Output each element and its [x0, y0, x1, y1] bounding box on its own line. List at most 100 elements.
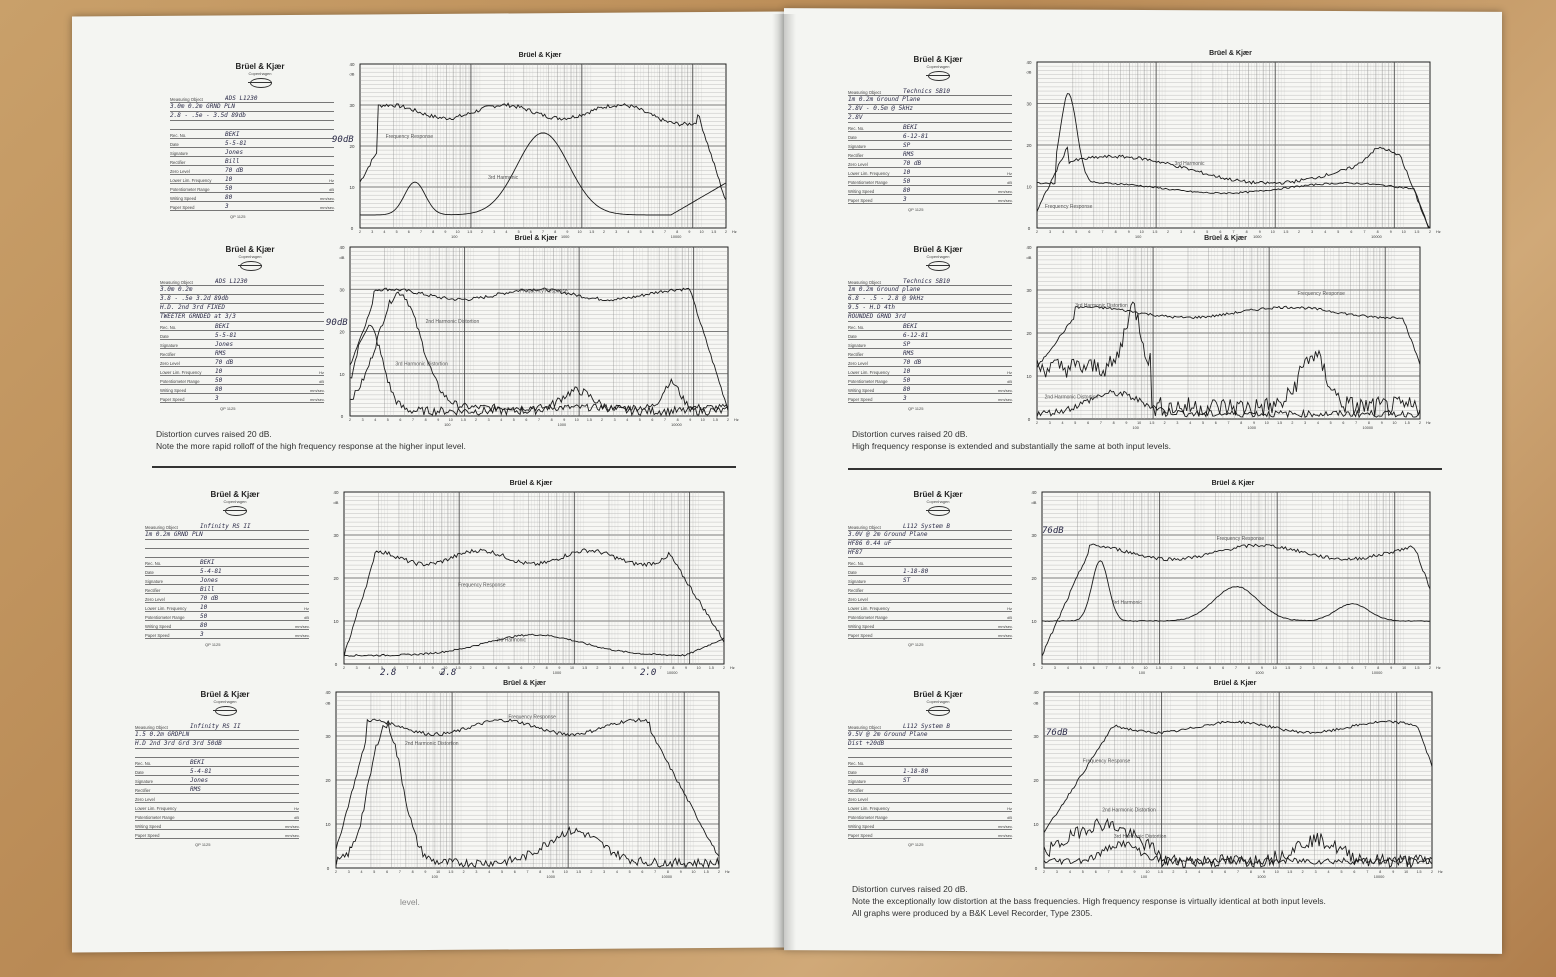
field-row-lower: Lower Lim. Frequency 10 Hz	[848, 367, 1012, 376]
response-chart-1: Brüel & Kjær 40 30 20 10 0 dB 2 3 4 5 6 7 8 9 10 1.5 2 3 4 5…	[346, 52, 736, 239]
chart-plot	[1036, 61, 1431, 229]
y-tick-label: 0	[327, 866, 330, 871]
x-tick-label: 5	[1340, 870, 1342, 874]
x-tick-label: 5	[387, 418, 389, 422]
curve-label: 2nd Harmonic Distortion	[405, 741, 459, 747]
field-value-pot: 50	[215, 377, 223, 384]
x-decade-label: 100	[439, 671, 445, 675]
field-unit-writing: mm/sec.	[998, 388, 1014, 393]
x-tick-label: 2	[1170, 666, 1172, 670]
x-tick-label: 3	[614, 418, 616, 422]
field-row-pot: Potentiometer Range dB	[135, 812, 299, 821]
card-brand-title: Brüel & Kjær	[913, 490, 963, 499]
field-value-rec: BEKI	[903, 124, 918, 131]
field-row-rec: Rec. No. BEKI	[848, 123, 1012, 132]
measuring-object-value: L112 System B	[903, 723, 950, 730]
x-tick-label: 10	[701, 418, 705, 422]
x-tick-label: 4	[1069, 870, 1071, 874]
field-row-rectifier: Rectifier Bill	[170, 157, 334, 166]
handwritten-note: 3.0m 0.2m	[160, 286, 324, 295]
x-tick-label: 1.5	[589, 230, 594, 234]
x-tick-label: 9	[1134, 870, 1136, 874]
x-tick-label: 2	[727, 418, 729, 422]
field-label-lower: Lower Lim. Frequency	[160, 370, 202, 375]
field-unit-lower: Hz	[294, 806, 299, 811]
field-value-signature: SP	[903, 341, 911, 348]
field-unit-lower: Hz	[1007, 606, 1012, 611]
x-tick-label: 3	[1315, 870, 1317, 874]
form-number: QP 1125	[908, 406, 924, 411]
field-label-paper: Paper Speed	[145, 633, 170, 638]
x-tick-label: 8	[419, 666, 421, 670]
field-row-writing: Writing Speed 80 mm/sec.	[170, 193, 335, 202]
field-value-date: 6-12-81	[903, 133, 929, 140]
x-tick-label: 3	[609, 666, 611, 670]
x-tick-label: 10	[1392, 421, 1396, 425]
x-tick-label: 8	[551, 418, 553, 422]
y-tick-label: 10	[1031, 619, 1037, 624]
x-tick-label: 1.5	[1285, 666, 1290, 670]
field-row-lower: Lower Lim. Frequency 10 Hz	[848, 168, 1012, 177]
x-tick-label: 5	[1337, 230, 1339, 234]
x-tick-label: 5	[381, 666, 383, 670]
x-tick-label: 3	[615, 230, 617, 234]
x-tick-label: 1.5	[1417, 870, 1422, 874]
x-tick-label: 9	[1390, 666, 1392, 670]
y-tick-label: 10	[1026, 185, 1032, 190]
field-unit-paper: mm/sec.	[310, 397, 326, 402]
field-value-lower: 10	[903, 169, 911, 176]
handwritten-note: 3.0m 0.2m GRND PLN	[170, 103, 334, 112]
field-row-rec: Rec. No. BEKI	[170, 130, 334, 139]
field-label-pot: Potentiometer Range	[145, 615, 185, 620]
x-tick-label: 10	[1275, 870, 1279, 874]
x-tick-label: 5	[1211, 870, 1213, 874]
x-tick-label: 2	[596, 666, 598, 670]
y-tick-label: 20	[1033, 778, 1039, 783]
y-tick-label: 0	[341, 414, 344, 419]
x-tick-label: 6	[399, 418, 401, 422]
card-brand-subtitle: Copenhagen	[213, 699, 237, 704]
x-tick-label: 3	[603, 870, 605, 874]
x-tick-label: 10	[449, 418, 453, 422]
x-tick-label: 2	[601, 418, 603, 422]
field-unit-lower: Hz	[319, 370, 324, 375]
bk-logo-icon	[213, 706, 237, 716]
curve-label: Frequency Response	[1217, 536, 1265, 542]
x-tick-label: 10	[1402, 230, 1406, 234]
field-unit-pot: dB	[1007, 379, 1012, 384]
blank-line	[145, 549, 309, 558]
x-decade-label: 1000	[1253, 235, 1261, 239]
curve-label: Frequency Response	[520, 289, 568, 295]
handwritten-note: 2.8 - .5e - 3.5d 89db	[170, 112, 334, 121]
field-value-rectifier: RMS	[190, 786, 201, 793]
field-label-zero: Zero Level	[145, 597, 165, 602]
recording-card-6: Brüel & Kjær Copenhagen Measuring Object Te…	[848, 245, 1028, 411]
handwritten-note: 9.5 - H.D 4th	[848, 304, 1012, 313]
x-tick-label: 2	[1431, 870, 1433, 874]
y-tick-label: 10	[333, 619, 339, 624]
x-tick-label: 1.5	[1149, 421, 1154, 425]
curve-label: Frequency Response	[1045, 204, 1093, 210]
field-label-rectifier: Rectifier	[160, 352, 176, 357]
right-mid-caption-line: High frequency response is extended and …	[852, 441, 1171, 451]
x-tick-label: 6	[641, 870, 643, 874]
x-tick-label: 6	[1219, 230, 1221, 234]
field-label-writing: Writing Speed	[135, 824, 162, 829]
series-curve	[1043, 720, 1433, 833]
measuring-object-row: Measuring Object L112 System B	[848, 522, 1012, 531]
x-tick-label: 2	[725, 230, 727, 234]
card-brand-subtitle: Copenhagen	[248, 71, 272, 76]
field-row-date: Date 5-5-81	[170, 139, 334, 148]
field-row-rec: Rec. No. BEKI	[848, 322, 1012, 331]
right-bottom-caption: Distortion curves raised 20 dB. Note the …	[852, 883, 1326, 919]
x-decade-label: 100	[431, 875, 437, 879]
x-tick-label: 4	[1196, 666, 1198, 670]
handwritten-note: TWEETER GRNDED at 3/3	[160, 313, 324, 322]
field-label-date: Date	[135, 770, 144, 775]
y-tick-label: 30	[1026, 102, 1032, 107]
measuring-object-row: Measuring Object Technics SB10	[848, 277, 1012, 286]
x-tick-label: 7	[1366, 870, 1368, 874]
chart-plot	[335, 691, 720, 869]
x-tick-label: 2	[1041, 666, 1043, 670]
measuring-object-value: Infinity RS II	[200, 523, 251, 530]
